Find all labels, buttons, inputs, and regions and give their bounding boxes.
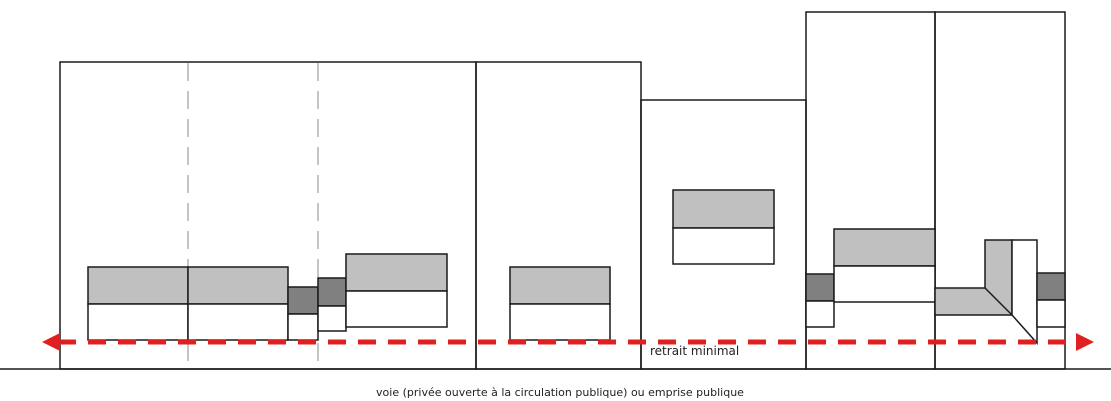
volume-f-bottom [509, 303, 611, 341]
volume-b-bottom [187, 303, 289, 341]
volume-e-bottom [345, 290, 448, 328]
setback-arrowhead-right [1076, 333, 1094, 351]
volume-h-white [805, 300, 835, 328]
building-5-outline [934, 11, 1066, 370]
volume-l-shape-diagonal [984, 287, 1013, 316]
front-volumes-building-3 [672, 189, 775, 265]
volume-a-top [87, 266, 189, 305]
volume-j-dark [1036, 272, 1066, 301]
volume-l-shape-white [1011, 239, 1038, 345]
volume-h-dark [805, 273, 835, 302]
volume-b-top [187, 266, 289, 305]
volume-c-top [287, 286, 319, 315]
volume-i-top [833, 228, 936, 267]
road-label: voie (privée ouverte à la circulation pu… [376, 386, 744, 399]
volume-g-bottom [672, 227, 775, 265]
volume-g-top [672, 189, 775, 229]
front-volumes-building-1 [87, 253, 448, 341]
front-volumes-building-5 [934, 239, 1066, 345]
volume-a-bottom [87, 303, 189, 341]
volume-d-top [317, 277, 347, 307]
volume-f-top [509, 266, 611, 305]
setback-label: retrait minimal [650, 344, 739, 358]
front-volumes-building-2 [509, 266, 611, 341]
front-volumes-building-4 [805, 228, 936, 328]
volume-j-white [1036, 299, 1066, 328]
volume-c-bottom [287, 313, 319, 341]
setback-arrow [42, 333, 1094, 351]
setback-arrowhead-left [42, 333, 60, 351]
volume-e-top [345, 253, 448, 292]
volume-d-bottom [317, 305, 347, 332]
building-outlines [59, 11, 1066, 370]
volume-i-bottom [833, 265, 936, 303]
